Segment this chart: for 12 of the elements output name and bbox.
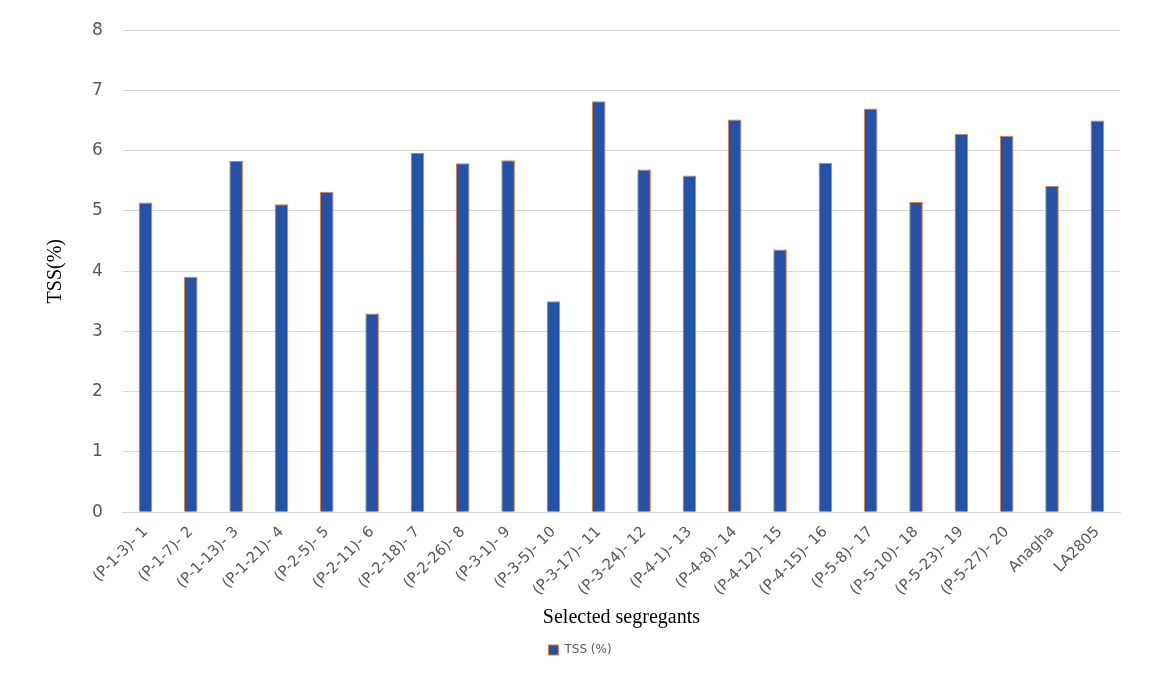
y-tick-label: 2 bbox=[91, 380, 103, 401]
y-tick-label: 0 bbox=[91, 500, 103, 521]
y-tick-label: 8 bbox=[91, 18, 103, 39]
y-tick-label: 6 bbox=[91, 139, 103, 160]
y-tick-label: 4 bbox=[91, 259, 103, 280]
legend-label: TSS (%) bbox=[563, 642, 612, 657]
y-tick-label: 7 bbox=[91, 78, 103, 99]
y-tick-label: 5 bbox=[91, 199, 103, 220]
y-tick-label: 3 bbox=[91, 319, 103, 340]
y-tick-label: 1 bbox=[91, 440, 103, 461]
y-axis-title: TSS(%) bbox=[43, 238, 67, 304]
x-axis-title: Selected segregants bbox=[542, 605, 701, 629]
